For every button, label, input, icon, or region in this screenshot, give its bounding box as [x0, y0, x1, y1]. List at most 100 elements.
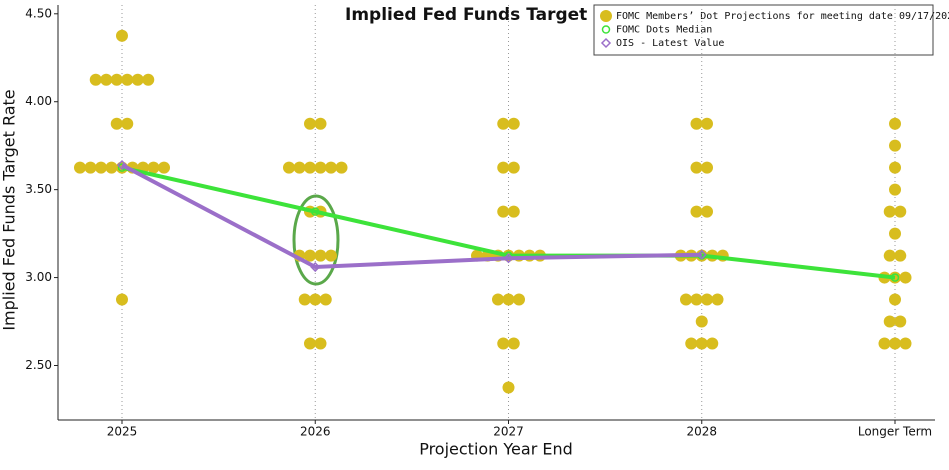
- dot: [304, 337, 316, 350]
- dot: [492, 293, 504, 306]
- dot: [695, 337, 708, 350]
- dot: [690, 293, 703, 306]
- dot: [507, 117, 520, 130]
- dot: [889, 227, 901, 240]
- dot: [701, 117, 713, 130]
- dot: [878, 337, 891, 350]
- circle-marker: [890, 273, 900, 282]
- dot: [121, 117, 134, 130]
- dot: [89, 73, 102, 86]
- dot: [319, 293, 332, 306]
- dot: [325, 161, 337, 174]
- legend: FOMC Members’ Dot Projections for meetin…: [593, 4, 949, 56]
- dot: [690, 161, 703, 174]
- dot: [685, 337, 698, 350]
- diamond-marker: [310, 261, 321, 273]
- dot: [889, 117, 901, 130]
- dot: [497, 117, 510, 130]
- dot: [889, 337, 901, 350]
- dot: [701, 293, 713, 306]
- dot: [95, 161, 107, 174]
- dot: [502, 381, 515, 394]
- legend-label: FOMC Dots Median: [616, 25, 712, 36]
- dot: [335, 161, 348, 174]
- dot: [513, 293, 525, 306]
- dot: [121, 73, 134, 86]
- dot: [131, 73, 144, 86]
- circle-marker: [311, 207, 320, 216]
- dot: [706, 337, 719, 350]
- dot: [100, 73, 113, 86]
- x-tick-label: 2026: [300, 425, 331, 439]
- y-tick-label: 2.50: [25, 358, 52, 372]
- y-tick-label: 3.00: [25, 270, 52, 284]
- y-tick-label: 4.00: [25, 94, 52, 108]
- dot: [325, 249, 337, 262]
- series-line: [121, 163, 702, 270]
- dot: [883, 205, 896, 218]
- dot: [314, 117, 327, 130]
- dot: [899, 271, 912, 284]
- dot: [110, 117, 123, 130]
- dot: [507, 205, 520, 218]
- legend-label: FOMC Members’ Dot Projections for meetin…: [616, 11, 949, 22]
- diamond-marker: [503, 253, 514, 264]
- legend-box: [593, 4, 934, 56]
- dot: [711, 293, 724, 306]
- dot: [116, 29, 128, 42]
- dot: [293, 161, 306, 174]
- dot: [507, 337, 520, 350]
- dot: [894, 205, 907, 218]
- x-tick-label: 2025: [107, 425, 138, 439]
- dot: [883, 315, 896, 328]
- dot: [690, 117, 703, 130]
- legend-marker: [600, 10, 612, 22]
- legend-marker: [601, 25, 611, 34]
- dot: [894, 315, 907, 328]
- dot: [298, 293, 311, 306]
- dot: [701, 161, 713, 174]
- dot: [304, 249, 316, 262]
- dot: [314, 249, 327, 262]
- dot: [507, 161, 520, 174]
- dot: [497, 205, 510, 218]
- dot: [883, 249, 896, 262]
- dot: [889, 139, 901, 152]
- y-tick-label: 3.50: [25, 182, 52, 196]
- diamond-marker: [116, 159, 128, 171]
- y-tick-label: 4.50: [25, 6, 52, 20]
- dot: [314, 161, 327, 174]
- dot: [701, 205, 713, 218]
- y-axis-label: Implied Fed Funds Target Rate: [0, 89, 19, 330]
- dot: [497, 337, 510, 350]
- dot: [74, 161, 86, 174]
- dot: [142, 73, 155, 86]
- chart-title: Implied Fed Funds Target: [345, 5, 587, 25]
- diamond-marker: [696, 249, 707, 260]
- dot: [116, 293, 128, 306]
- x-tick-label: 2027: [493, 425, 524, 439]
- x-tick-label: 2028: [686, 425, 717, 439]
- dot: [889, 183, 901, 196]
- x-axis-label: Projection Year End: [419, 440, 573, 459]
- dot: [894, 249, 907, 262]
- dot: [497, 161, 510, 174]
- legend-label: OIS - Latest Value: [616, 38, 724, 49]
- dot: [889, 161, 901, 174]
- dot: [690, 205, 703, 218]
- series-line: [121, 165, 896, 280]
- x-tick-label: Longer Term: [858, 425, 932, 439]
- dot: [105, 161, 118, 174]
- dot: [899, 337, 912, 350]
- dot: [283, 161, 295, 174]
- dot: [304, 161, 316, 174]
- dot: [304, 117, 316, 130]
- dot: [84, 161, 97, 174]
- dot: [158, 161, 170, 174]
- dot: [147, 161, 160, 174]
- highlight-ellipse: [292, 194, 340, 286]
- dot: [695, 315, 708, 328]
- dot: [502, 293, 515, 306]
